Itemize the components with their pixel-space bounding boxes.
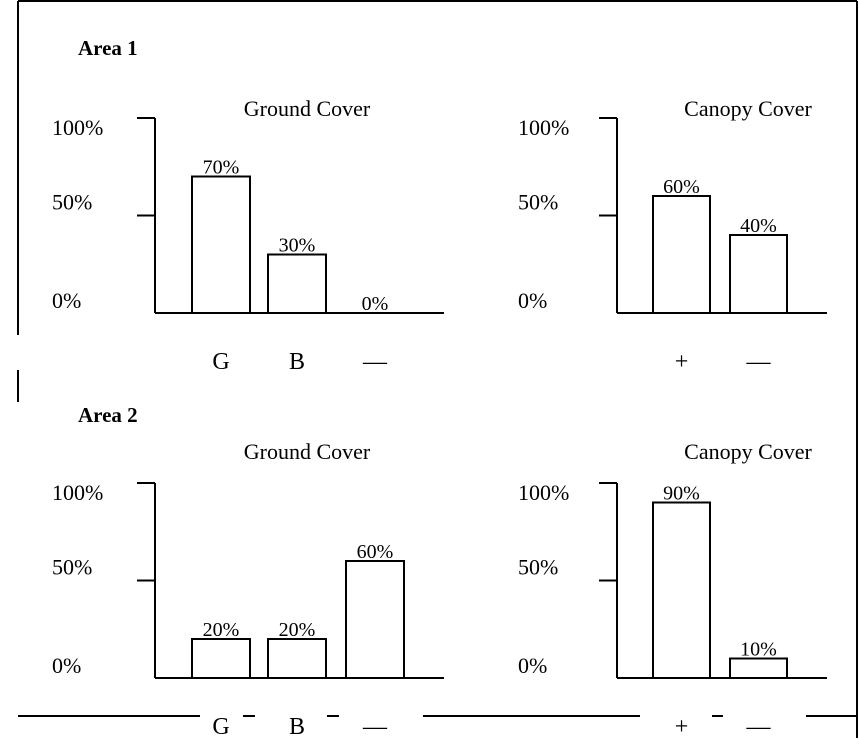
category-label: G xyxy=(212,349,229,375)
y-tick-label: 0% xyxy=(518,288,547,313)
data-label: 60% xyxy=(663,176,700,198)
area-1-title: Area 1 xyxy=(78,36,138,60)
y-tick-label: 50% xyxy=(518,555,558,580)
y-tick-label: 50% xyxy=(518,190,558,215)
y-tick-label: 100% xyxy=(518,480,569,505)
area-1-canopy-cover-chart: Canopy Cover 100% 50% 0% 60% +40% — xyxy=(518,96,827,375)
y-tick-label: 50% xyxy=(52,555,92,580)
category-label: G xyxy=(212,714,229,739)
data-label: 30% xyxy=(279,235,316,257)
data-label: 70% xyxy=(203,157,240,179)
data-label: 90% xyxy=(663,483,700,505)
chart-title: Canopy Cover xyxy=(684,439,812,464)
y-tick-label: 0% xyxy=(52,653,81,678)
category-label: + xyxy=(675,349,689,375)
bar xyxy=(267,638,327,679)
area-1-ground-cover-chart: Ground Cover 100% 50% 0% 70% G 30% B 0% — xyxy=(52,96,444,375)
category-label: B xyxy=(289,714,305,739)
bar xyxy=(345,560,405,679)
area-2-ground-cover-chart: Ground Cover 100% 50% 0% 20% G 20% B 60% — xyxy=(52,439,444,740)
bar xyxy=(191,175,251,314)
category-label: — xyxy=(362,349,388,375)
bar xyxy=(652,195,711,314)
category-label: B xyxy=(289,349,305,375)
data-label: 40% xyxy=(740,215,777,237)
bar xyxy=(267,253,327,314)
category-label: + xyxy=(675,714,689,739)
chart-title: Canopy Cover xyxy=(684,96,812,121)
y-tick-label: 100% xyxy=(518,115,569,140)
category-label: — xyxy=(746,349,772,375)
bar xyxy=(729,657,788,679)
y-tick-label: 100% xyxy=(52,115,103,140)
y-tick-label: 50% xyxy=(52,190,92,215)
bar xyxy=(191,638,251,679)
data-label: 60% xyxy=(357,541,394,563)
area-2-canopy-cover-chart: Canopy Cover 100% 50% 0% 90% +10% — xyxy=(518,439,827,740)
bar xyxy=(652,501,711,679)
data-label: 20% xyxy=(203,619,240,641)
y-tick-label: 100% xyxy=(52,480,103,505)
bar xyxy=(729,234,788,314)
y-tick-label: 0% xyxy=(52,288,81,313)
chart-title: Ground Cover xyxy=(244,96,371,121)
data-label: 10% xyxy=(740,639,777,661)
area-2-title: Area 2 xyxy=(78,403,138,427)
chart-title: Ground Cover xyxy=(244,439,371,464)
data-label: 0% xyxy=(362,293,389,315)
category-label: — xyxy=(746,714,772,739)
y-tick-label: 0% xyxy=(518,653,547,678)
data-label: 20% xyxy=(279,619,316,641)
frame xyxy=(17,0,858,738)
category-label: — xyxy=(362,714,388,739)
